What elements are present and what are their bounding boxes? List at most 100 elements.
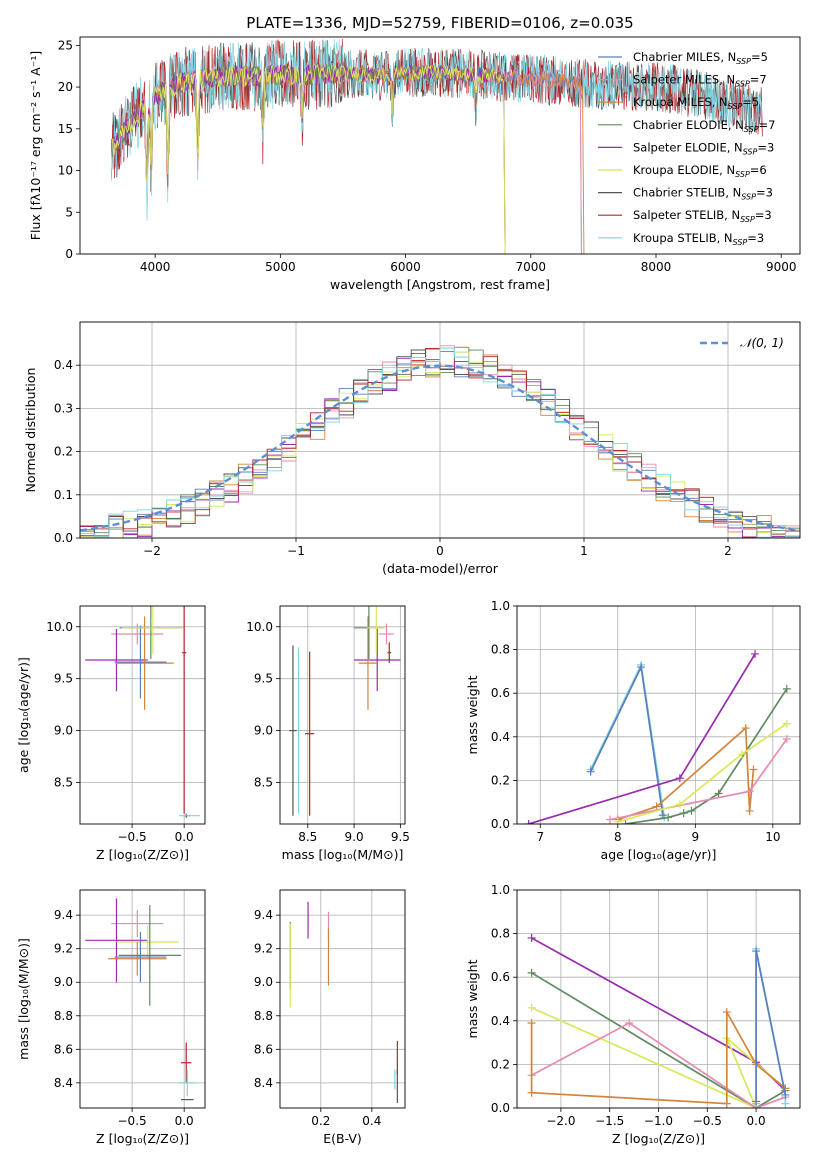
weight-series-line xyxy=(625,688,788,824)
errorbar-point xyxy=(115,616,174,710)
errorbar-point xyxy=(354,628,401,692)
y-tick-label: 0.4 xyxy=(491,1014,510,1028)
x-axis-label: Z [log₁₀(Z/Z⊙)] xyxy=(612,1131,705,1146)
y-tick-label: 0.6 xyxy=(491,686,510,700)
x-tick-label: 9.5 xyxy=(391,830,410,844)
x-tick-label: −1.5 xyxy=(595,1114,624,1128)
x-tick-label: 7 xyxy=(536,830,544,844)
weight-series-marker xyxy=(586,767,595,776)
x-axis-label: wavelength [Angstrom, rest frame] xyxy=(330,277,550,292)
weight-series-marker xyxy=(613,817,622,824)
weight-series-marker xyxy=(782,719,791,728)
legend-entry: Kroupa ELODIE, NSSP=6 xyxy=(633,163,767,179)
legend-entry-sub: SSP xyxy=(733,238,748,247)
figure-title: PLATE=1336, MJD=52759, FIBERID=0106, z=0… xyxy=(246,14,633,32)
weight-series-marker xyxy=(752,1097,761,1106)
errorbar-point xyxy=(111,910,164,937)
y-tick-label: 0.2 xyxy=(491,773,510,787)
weight-series-marker xyxy=(722,1099,731,1108)
x-tick-label: −1 xyxy=(287,544,305,558)
y-axis-label: mass weight xyxy=(465,675,480,754)
legend-entry: Salpeter ELODIE, NSSP=3 xyxy=(633,140,774,156)
legend-entry-sub: SSP xyxy=(736,57,751,66)
legend-entry-tail: =3 xyxy=(747,231,764,245)
y-tick-label: 0.4 xyxy=(54,358,73,372)
weight-series-line xyxy=(617,722,788,823)
y-axis-label: Normed distribution xyxy=(23,368,38,493)
errorbar-point xyxy=(289,645,297,816)
y-tick-label: 0.2 xyxy=(491,1057,510,1071)
weight-series-marker xyxy=(781,1090,790,1099)
legend-entry-sub: SSP xyxy=(735,80,750,89)
weight-series-marker xyxy=(782,684,791,693)
errorbar-point xyxy=(116,925,179,959)
legend-entry-main: Salpeter STELIB, N xyxy=(633,208,740,222)
errorbar-point xyxy=(296,647,301,814)
legend-entry-main: Chabrier MILES, N xyxy=(633,50,736,64)
y-tick-label: 9.0 xyxy=(54,975,73,989)
x-axis-label: E(B-V) xyxy=(323,1131,362,1146)
x-tick-label: −2 xyxy=(143,544,161,558)
y-tick-label: 9.2 xyxy=(54,942,73,956)
y-tick-label: 0 xyxy=(65,247,73,261)
spectrum-series-line xyxy=(112,63,506,254)
weight-series-marker xyxy=(781,1099,790,1108)
errorbar-point xyxy=(118,905,182,1006)
legend-entry-tail: =5 xyxy=(742,95,759,109)
errorbar-point xyxy=(108,941,167,976)
y-tick-label: 1.0 xyxy=(491,599,510,613)
legend-entry-main: Kroupa MILES, N xyxy=(633,95,728,109)
weight-series-marker xyxy=(752,947,761,956)
y-tick-label: 9.0 xyxy=(254,724,273,738)
legend-entry: Chabrier STELIB, NSSP=3 xyxy=(633,186,773,202)
axes-frame xyxy=(79,889,206,1109)
y-tick-label: 0.0 xyxy=(491,1101,510,1115)
age-vs-Z-panel: −0.5 0.0 8.5 9.0 9.5 10.0 Z [log₁₀(Z/Z⊙)] age [… xyxy=(16,605,206,862)
mass-vs-ebv-panel: 0.2 0.4 8.4 8.6 8.8 9.0 9.2 9.4 E(B-V) xyxy=(254,889,406,1146)
y-tick-label: 0.0 xyxy=(54,531,73,545)
errorbar-point xyxy=(111,623,164,645)
errorbar-point xyxy=(182,606,187,814)
legend-entry-main: Salpeter MILES, N xyxy=(633,73,735,87)
y-tick-label: 9.0 xyxy=(54,724,73,738)
y-tick-label: 5 xyxy=(65,205,73,219)
y-tick-label: 8.5 xyxy=(54,775,73,789)
x-axis-label: Z [log₁₀(Z/Z⊙)] xyxy=(96,847,189,862)
weight-series-line xyxy=(530,1008,786,1105)
legend-entry: Salpeter MILES, NSSP=7 xyxy=(633,73,767,89)
errorbar-point xyxy=(305,651,315,816)
y-tick-label: 0.0 xyxy=(491,817,510,831)
legend-entry-main: Kroupa STELIB, N xyxy=(633,231,733,245)
legend-entry-sub: SSP xyxy=(728,102,743,111)
weight-series-marker xyxy=(621,820,630,824)
x-tick-label: 8 xyxy=(614,830,622,844)
axes-frame xyxy=(79,36,801,255)
y-axis-label: age [log₁₀(age/yr)] xyxy=(16,657,31,773)
y-tick-label: 10 xyxy=(58,164,73,178)
residuals-panel: −2 −1 0 1 2 0.0 0.1 0.2 0.3 0.4 𝒩(0, 1) (data-model… xyxy=(23,321,801,576)
legend-entry-main: Chabrier STELIB, N xyxy=(633,186,741,200)
axes-frame xyxy=(516,605,801,825)
y-tick-label: 8.6 xyxy=(254,1042,273,1056)
x-axis-label: Z [log₁₀(Z/Z⊙)] xyxy=(96,1131,189,1146)
x-axis-label: age [log₁₀(age/yr)] xyxy=(601,847,717,862)
y-axis-label: Flux [fλ10⁻¹⁷ erg cm⁻² s⁻¹ A⁻¹] xyxy=(28,51,43,240)
weight-series-marker xyxy=(675,774,684,783)
y-tick-label: 25 xyxy=(58,38,73,52)
legend-entry-sub: SSP xyxy=(744,125,759,134)
y-tick-label: 9.2 xyxy=(254,942,273,956)
x-tick-label: −0.5 xyxy=(118,1114,147,1128)
weight-series-marker xyxy=(664,813,673,822)
y-tick-label: 8.4 xyxy=(54,1076,73,1090)
errorbar-point xyxy=(85,898,148,983)
y-tick-label: 15 xyxy=(58,122,73,136)
x-tick-label: 0 xyxy=(436,544,444,558)
y-tick-label: 0.1 xyxy=(54,488,73,502)
x-tick-label: 5000 xyxy=(265,260,296,274)
x-tick-label: −0.5 xyxy=(693,1114,722,1128)
y-tick-label: 0.8 xyxy=(491,927,510,941)
y-tick-label: 8.6 xyxy=(54,1042,73,1056)
axes-frame xyxy=(79,605,206,825)
legend-entry-tail: =3 xyxy=(756,186,773,200)
